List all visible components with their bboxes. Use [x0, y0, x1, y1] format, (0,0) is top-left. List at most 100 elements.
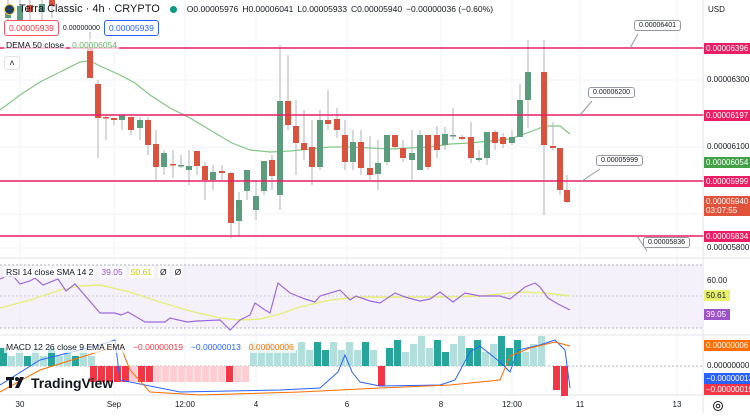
candle [49, 0, 55, 6]
candle [128, 117, 134, 130]
candle [269, 160, 275, 176]
tradingview-logo[interactable]: TradingView [6, 375, 113, 391]
dema-value: 0.00006054 [70, 39, 120, 51]
candle [557, 148, 563, 190]
price-tag-label: 0.00006054 [704, 157, 750, 168]
candle [358, 142, 364, 168]
rsi-na-1: Ø [157, 266, 169, 278]
gridlines [0, 0, 703, 395]
rsi-na-2: Ø [172, 266, 184, 278]
candle [119, 115, 125, 120]
ohlc-close: C0.00005940 [351, 4, 403, 14]
candle [409, 153, 415, 160]
candle [417, 135, 423, 170]
macd-line [0, 339, 571, 393]
candle [442, 134, 448, 145]
candle [95, 84, 101, 118]
candle [219, 171, 225, 173]
candle [27, 5, 33, 12]
candle [17, 6, 23, 22]
candle [468, 137, 474, 158]
candlesticks[interactable] [5, 0, 570, 238]
rsi-sma-value: 50.61 [128, 266, 154, 278]
tradingview-logo-icon [6, 377, 24, 388]
price-tag-label: 0.00005834 [704, 231, 750, 242]
candle [384, 135, 390, 162]
candle [285, 101, 291, 125]
macd-tag-label: −0.00000019 [704, 384, 750, 395]
candle [194, 151, 200, 166]
price-callout: 0.00006200 [588, 87, 635, 98]
candle [350, 142, 356, 162]
candle [103, 117, 109, 119]
dema-label: DEMA 50 close [4, 39, 67, 51]
rsi-label: RSI 14 close SMA 14 2 [4, 266, 96, 278]
candle [367, 168, 373, 175]
price-callout: 0.00006401 [634, 20, 681, 31]
candle [228, 173, 234, 223]
candle [277, 101, 283, 195]
candle [564, 190, 570, 202]
price-tag-label: 0.00006197 [704, 110, 750, 121]
price-callout: 0.00005999 [596, 155, 643, 166]
symbol-legend: Terra Classic · 4h · CRYPTO O0.00005976 … [4, 3, 493, 15]
candle [39, 4, 45, 12]
rsi-legend[interactable]: RSI 14 close SMA 14 2 39.05 50.61 Ø Ø [4, 266, 184, 278]
macd-value: −0.00000013 [188, 341, 243, 353]
candle [476, 158, 482, 160]
ohlc-high: H0.00006041 [242, 4, 294, 14]
terra-classic-logo-icon [4, 3, 15, 15]
candle [484, 132, 490, 158]
time-tick-label: 12:00 [174, 400, 196, 409]
symbol-title[interactable]: Terra Classic · 4h · CRYPTO [19, 3, 160, 15]
callout-pointers [579, 33, 648, 252]
bar-countdown: 03:07:55 [706, 206, 738, 215]
rsi-sma-line [0, 284, 571, 321]
price-tick-label: 0.00005800 [707, 243, 750, 252]
settings-gear-icon[interactable] [712, 400, 724, 412]
candle [525, 72, 531, 100]
candle [392, 135, 398, 147]
macd-label: MACD 12 26 close 9 EMA EMA [4, 341, 128, 353]
time-tick-label: 13 [672, 400, 682, 409]
price-tick-label: 0.00006100 [707, 142, 750, 151]
macd-tag-label: 0.00000006 [704, 340, 750, 351]
candle [550, 146, 556, 148]
price-tag-label: 0.00006396 [704, 43, 750, 54]
candle [111, 118, 117, 120]
collapse-legend-button[interactable]: ˄ [4, 56, 20, 70]
candle [178, 165, 184, 167]
price-tick-label: 0.00006300 [707, 75, 750, 84]
candle [375, 163, 381, 174]
macd-tick-label: 0.00000000 [707, 361, 750, 370]
candle [301, 143, 307, 150]
candle [202, 166, 208, 180]
time-tick-label: 4 [253, 400, 259, 409]
candle [325, 120, 331, 124]
currency-selector[interactable]: USD [708, 5, 725, 14]
candle [400, 148, 406, 158]
candle [342, 135, 348, 162]
buy-button[interactable]: 0.00005939 [103, 20, 159, 36]
time-tick-label: 6 [344, 400, 350, 409]
support-resistance-lines[interactable] [0, 47, 703, 237]
ohlc-low: L0.00005933 [297, 4, 348, 14]
market-open-status-icon [169, 5, 177, 13]
ohlc-open: O0.00005976 [186, 4, 239, 14]
sell-button[interactable]: 0.00005939 [4, 20, 59, 36]
candle [492, 132, 498, 143]
price-tag-label: 0.00005940 03:07:55 [704, 196, 750, 216]
macd-tag-label: −0.00000013 [704, 373, 750, 384]
candle [236, 200, 242, 221]
candle [186, 166, 192, 170]
tradingview-logo-text: TradingView [31, 375, 114, 391]
candle [253, 196, 259, 210]
candle [309, 147, 315, 167]
rsi-line [0, 275, 571, 331]
candle [317, 120, 323, 167]
macd-legend[interactable]: MACD 12 26 close 9 EMA EMA −0.00000019 −… [4, 341, 296, 353]
dema-legend[interactable]: DEMA 50 close 0.00006054 [4, 39, 120, 51]
candle [541, 72, 547, 145]
